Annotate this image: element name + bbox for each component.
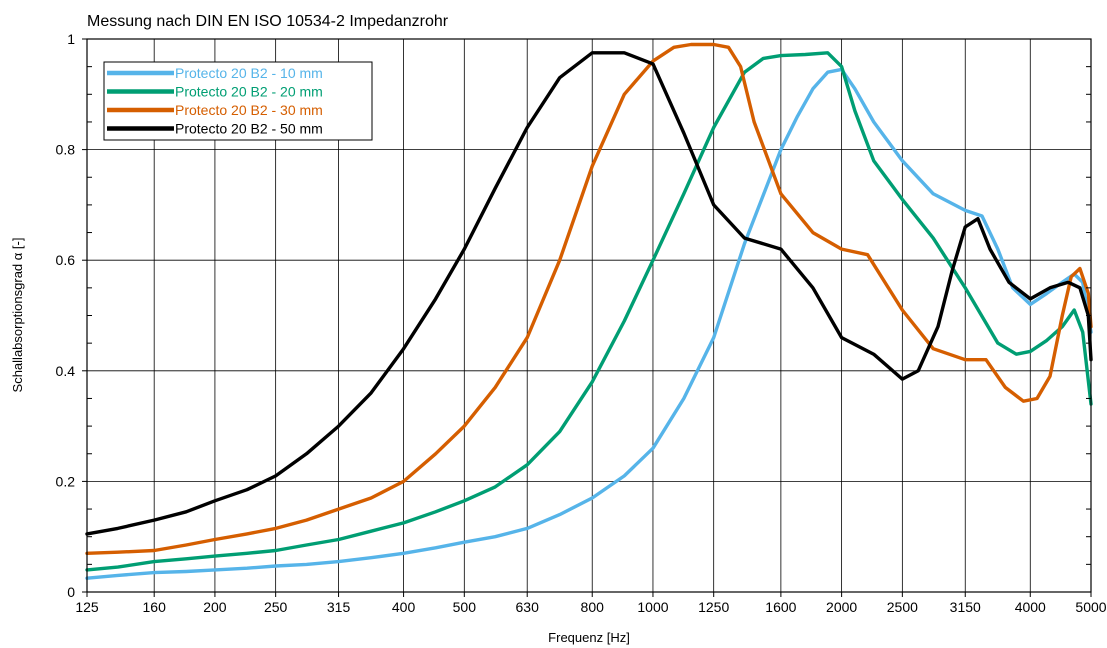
- x-axis: 125 160 200 250 315 400 500 630 800 1000 1250 1600 2…: [75, 592, 1107, 615]
- x-tick-label: 3150: [950, 599, 981, 615]
- y-axis-label: Schallabsorptionsgrad α [-]: [10, 238, 25, 393]
- x-tick-label: 5000: [1075, 599, 1106, 615]
- legend-label: Protecto 20 B2 - 50 mm: [175, 121, 323, 137]
- legend-label: Protecto 20 B2 - 30 mm: [175, 102, 323, 118]
- series-line-2: [85, 51, 1093, 572]
- x-tick-label: 1600: [765, 599, 796, 615]
- series-group: [85, 42, 1093, 580]
- y-tick-label: 0.8: [56, 142, 76, 158]
- series-line-3: [85, 42, 1093, 555]
- y-tick-label: 0: [67, 584, 75, 600]
- y-tick-label: 0.4: [56, 363, 76, 379]
- x-tick-label: 500: [453, 599, 477, 615]
- series-line-4: [85, 51, 1093, 536]
- legend: Protecto 20 B2 - 10 mm Protecto 20 B2 - 2…: [103, 61, 373, 141]
- x-tick-label: 1000: [637, 599, 668, 615]
- x-tick-label: 2000: [826, 599, 857, 615]
- legend-label: Protecto 20 B2 - 20 mm: [175, 84, 323, 100]
- x-tick-label: 125: [75, 599, 99, 615]
- x-tick-label: 400: [392, 599, 416, 615]
- series-line-1: [85, 67, 1093, 580]
- chart-title: Messung nach DIN EN ISO 10534-2 Impedanz…: [87, 13, 449, 30]
- x-tick-label: 160: [143, 599, 167, 615]
- legend-label: Protecto 20 B2 - 10 mm: [175, 65, 323, 81]
- y-tick-label: 0.2: [56, 473, 76, 489]
- y-axis: 0 0.2 0.4 0.6 0.8 1: [56, 31, 1091, 600]
- x-tick-label: 315: [327, 599, 351, 615]
- x-tick-label: 250: [264, 599, 288, 615]
- y-tick-label: 0.6: [56, 252, 76, 268]
- x-tick-label: 1250: [698, 599, 729, 615]
- x-tick-label: 800: [581, 599, 605, 615]
- x-tick-label: 2500: [887, 599, 918, 615]
- x-tick-label: 630: [516, 599, 540, 615]
- x-tick-label: 4000: [1015, 599, 1046, 615]
- y-tick-label: 1: [67, 31, 75, 47]
- x-axis-label: Frequenz [Hz]: [548, 630, 630, 645]
- x-tick-label: 200: [203, 599, 227, 615]
